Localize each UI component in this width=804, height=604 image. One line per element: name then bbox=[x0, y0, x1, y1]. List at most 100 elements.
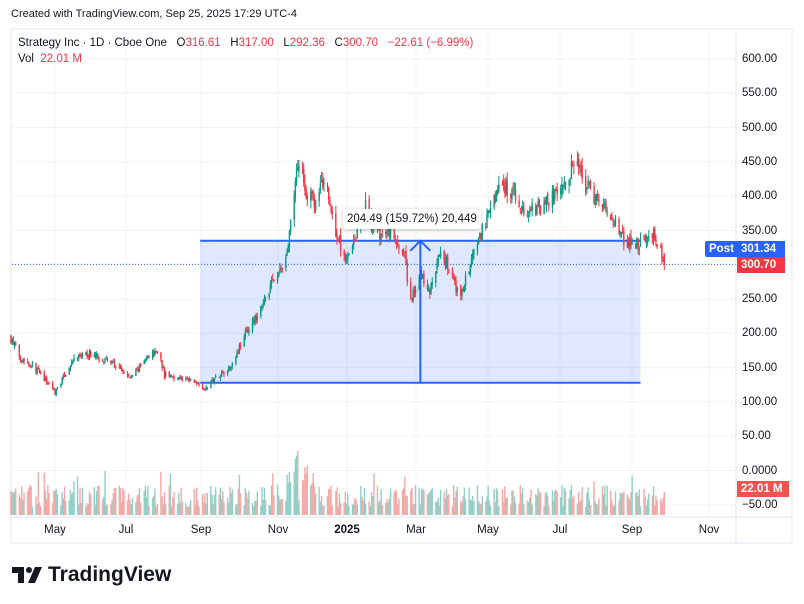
volume-bar bbox=[36, 504, 38, 515]
volume-bar bbox=[85, 506, 87, 515]
volume-bar bbox=[413, 503, 416, 515]
volume-bar bbox=[162, 504, 164, 515]
candle-body bbox=[111, 360, 113, 363]
volume-bar bbox=[331, 505, 333, 515]
price-scale-label: 0.0000 bbox=[742, 464, 778, 477]
volume-bar bbox=[63, 486, 66, 515]
volume-bar bbox=[293, 472, 295, 515]
candle-body bbox=[135, 369, 137, 376]
volume-bar bbox=[644, 496, 646, 515]
candle-body bbox=[187, 379, 189, 381]
time-axis-label: Nov bbox=[698, 524, 720, 536]
volume-bar bbox=[270, 485, 273, 515]
candle-body bbox=[329, 200, 331, 204]
volume-bar bbox=[577, 491, 580, 515]
volume-bar bbox=[260, 505, 262, 515]
candle-body bbox=[148, 356, 150, 358]
volume-bar bbox=[604, 485, 606, 515]
candle-body bbox=[272, 279, 274, 281]
volume-bar bbox=[385, 503, 387, 515]
volume-bar bbox=[387, 501, 389, 515]
candle-body bbox=[270, 279, 273, 284]
candle-body bbox=[47, 383, 49, 385]
volume-bar bbox=[535, 494, 537, 515]
candle-body bbox=[65, 374, 67, 377]
volume-bar bbox=[435, 501, 437, 515]
volume-bar bbox=[376, 485, 379, 515]
volume-bar bbox=[538, 491, 541, 515]
candle-body bbox=[93, 354, 95, 357]
candle-body bbox=[504, 185, 506, 194]
volume-bar bbox=[580, 499, 582, 515]
candle-body bbox=[51, 383, 54, 389]
candle-body bbox=[35, 363, 37, 373]
volume-bar bbox=[148, 505, 150, 515]
tradingview-logo[interactable]: TradingView bbox=[12, 563, 171, 587]
volume-bar bbox=[338, 493, 341, 515]
close-value: 300.70 bbox=[342, 37, 379, 49]
candle-body bbox=[336, 235, 338, 240]
candle-body bbox=[587, 180, 589, 187]
volume-bar bbox=[312, 473, 314, 515]
volume-bar bbox=[98, 485, 100, 515]
volume-bar bbox=[377, 502, 380, 515]
candle-body bbox=[481, 224, 483, 241]
volume-bar bbox=[281, 498, 283, 515]
volume-bar bbox=[65, 501, 67, 515]
candle-body bbox=[610, 215, 612, 219]
candle-body bbox=[637, 238, 639, 250]
candle-body bbox=[87, 356, 90, 358]
candle-body bbox=[486, 213, 488, 228]
volume-bar bbox=[30, 486, 32, 515]
volume-bar bbox=[138, 488, 141, 515]
volume-bar bbox=[305, 473, 307, 515]
volume-bar bbox=[436, 502, 438, 515]
time-axis-label: Nov bbox=[267, 524, 289, 536]
volume-bar bbox=[186, 506, 188, 515]
candle-body bbox=[30, 367, 32, 369]
candle-body bbox=[179, 376, 181, 378]
volume-bar bbox=[473, 500, 475, 515]
price-scale-label: 250.00 bbox=[742, 293, 778, 306]
volume-bar bbox=[318, 486, 320, 515]
candle-body bbox=[147, 355, 149, 357]
candle-body bbox=[614, 217, 617, 224]
volume-bar bbox=[237, 488, 239, 515]
volume-bar bbox=[273, 495, 275, 515]
price-scale-label: 450.00 bbox=[742, 155, 778, 168]
candle-body bbox=[10, 335, 12, 344]
candle-body bbox=[204, 388, 206, 390]
volume-bar bbox=[103, 496, 105, 515]
candle-body bbox=[256, 316, 258, 321]
candle-body bbox=[480, 235, 482, 241]
volume-bar bbox=[661, 502, 663, 515]
candle-body bbox=[222, 371, 224, 373]
volume-bar bbox=[581, 486, 583, 515]
volume-bar bbox=[173, 492, 175, 515]
candle-body bbox=[247, 329, 249, 333]
volume-bar bbox=[128, 493, 130, 515]
volume-bar bbox=[231, 488, 234, 515]
volume-bar bbox=[247, 498, 249, 515]
volume-bar bbox=[176, 504, 179, 515]
volume-bar bbox=[477, 501, 480, 515]
volume-bar bbox=[422, 488, 424, 515]
candle-body bbox=[126, 373, 129, 376]
volume-bar bbox=[26, 491, 29, 515]
volume-bar bbox=[129, 499, 131, 515]
volume-bar bbox=[401, 490, 404, 515]
volume-bar bbox=[526, 500, 529, 515]
volume-bar bbox=[448, 494, 450, 515]
candle-body bbox=[318, 192, 320, 202]
volume-bar bbox=[556, 491, 558, 515]
volume-bar bbox=[220, 499, 223, 515]
candle-body bbox=[537, 200, 539, 205]
candle-body bbox=[339, 235, 342, 252]
volume-bar bbox=[504, 486, 506, 515]
candle-body bbox=[97, 353, 99, 359]
volume-bar bbox=[373, 473, 375, 515]
volume-bar bbox=[104, 470, 106, 515]
candle-body bbox=[238, 344, 241, 353]
candle-body bbox=[55, 388, 57, 395]
